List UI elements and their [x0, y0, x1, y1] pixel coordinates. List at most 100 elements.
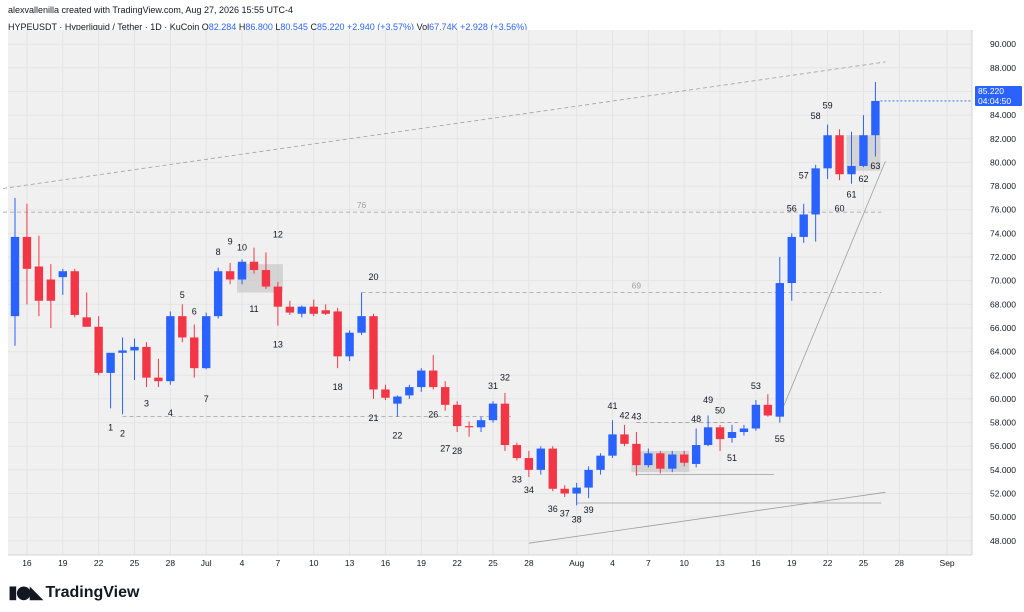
x-tick-label: 16 — [22, 558, 32, 568]
candle-body — [357, 316, 366, 333]
candle-annotation-label: 27 — [440, 444, 450, 454]
candle-annotation-label: 62 — [858, 174, 868, 184]
y-tick-label: 90.000 — [990, 39, 1016, 49]
y-tick-label: 68.000 — [990, 299, 1016, 309]
candle-body — [799, 214, 808, 237]
candle-body — [142, 346, 151, 378]
candle-body — [488, 403, 498, 421]
candle-body — [429, 370, 438, 388]
candle-annotation-label: 18 — [333, 382, 343, 392]
y-tick-label: 48.000 — [990, 536, 1016, 546]
candle-body — [787, 236, 796, 284]
candle-body — [381, 389, 390, 398]
candle-body — [166, 316, 175, 382]
level-line-label: 69 — [632, 281, 642, 291]
candle-annotation-label: 20 — [368, 272, 378, 282]
candle-annotation-label: 13 — [273, 340, 283, 350]
ohlc-close-label: C — [310, 22, 317, 32]
candle-body — [70, 271, 79, 315]
candle-body — [632, 443, 641, 466]
candle-body — [548, 448, 557, 489]
ohlc-high-label: H — [238, 22, 246, 32]
candle-body — [763, 404, 773, 416]
y-tick-label: 58.000 — [990, 418, 1016, 428]
candle-body — [680, 454, 689, 463]
symbol-line[interactable]: HYPEUSDT · Hyperliquid / Tether · 1D · K… — [8, 22, 200, 32]
candle-annotation-label: 3 — [144, 399, 149, 409]
candle-annotation-label: 1 — [108, 422, 113, 432]
candle-body — [34, 266, 44, 301]
candle-annotation-label: 4 — [168, 408, 173, 418]
y-tick-label: 60.000 — [990, 394, 1016, 404]
candle-body — [345, 332, 354, 357]
candle-body — [190, 337, 199, 369]
candle-annotation-label: 39 — [584, 505, 594, 515]
candle-body — [297, 306, 306, 314]
ohlc-close: 85.220 — [316, 22, 345, 32]
candle-body — [524, 458, 534, 470]
x-tick-label: 28 — [895, 558, 905, 568]
candle-annotation-label: 56 — [787, 203, 797, 213]
candle-annotation-label: 5 — [180, 290, 185, 300]
candle-body — [512, 445, 522, 459]
x-tick-label: 13 — [345, 558, 355, 568]
candle-annotation-label: 53 — [751, 381, 761, 391]
candle-body — [273, 286, 283, 307]
ohlc-high: 86.800 — [245, 22, 273, 32]
candle-body — [202, 316, 211, 369]
candle-body — [739, 428, 749, 433]
candle-body — [94, 326, 103, 373]
candle-body — [369, 316, 378, 390]
candle-body — [321, 310, 330, 314]
x-tick-label: 10 — [679, 558, 689, 568]
x-tick-label: 10 — [309, 558, 319, 568]
candle-body — [500, 403, 510, 446]
x-tick-label: 7 — [276, 558, 281, 568]
y-tick-label: 74.000 — [990, 228, 1016, 238]
candle-body — [656, 453, 665, 469]
candle-body — [811, 168, 820, 215]
candle-body — [668, 454, 677, 469]
level-line-label: 76 — [357, 200, 367, 210]
candle-annotation-label: 28 — [452, 446, 462, 456]
candle-annotation-label: 61 — [846, 189, 856, 199]
candle-annotation-label: 57 — [799, 170, 809, 180]
candle-annotation-label: 60 — [835, 204, 845, 214]
candle-countdown: 04:04:50 — [978, 96, 1012, 106]
candle-annotation-label: 12 — [273, 229, 283, 239]
trend-line — [2, 61, 886, 189]
last-price-tag: 85.220 04:04:50 — [975, 86, 1022, 106]
candle-body — [847, 165, 856, 175]
x-tick-label: 13 — [715, 558, 725, 568]
candle-body — [464, 426, 474, 428]
volume-value: 67.74K — [429, 22, 458, 32]
candle-body — [476, 420, 486, 428]
x-tick-label: 19 — [787, 558, 797, 568]
candle-body — [644, 453, 653, 466]
candle-annotation-label: 9 — [228, 237, 233, 247]
candle-body — [536, 448, 545, 470]
candle-annotation-label: 6 — [192, 306, 197, 316]
ohlc-open: 82.284 — [208, 22, 237, 32]
candle-annotation-label: 37 — [560, 509, 570, 519]
candle-annotation-label: 48 — [691, 414, 701, 424]
candle-body — [393, 396, 402, 404]
candle-body — [130, 346, 139, 351]
candle-body — [178, 316, 187, 338]
candle-body — [261, 270, 271, 287]
candle-annotation-label: 33 — [512, 474, 522, 484]
x-tick-label: 22 — [94, 558, 104, 568]
y-tick-label: 72.000 — [990, 252, 1016, 262]
y-tick-label: 84.000 — [990, 110, 1016, 120]
candle-body — [715, 427, 725, 440]
candle-body — [333, 311, 342, 357]
footer-brand[interactable]: ▮●◣ TradingView — [8, 582, 139, 603]
y-tick-label: 76.000 — [990, 205, 1016, 215]
candle-body — [405, 387, 414, 396]
candle-annotation-label: 10 — [237, 242, 247, 252]
ohlc-change: +2.940 (+3.57%) — [346, 22, 415, 32]
ohlc-open-label: O — [201, 22, 209, 32]
candle-annotation-label: 26 — [428, 409, 438, 419]
x-tick-label: Sep — [940, 558, 955, 568]
